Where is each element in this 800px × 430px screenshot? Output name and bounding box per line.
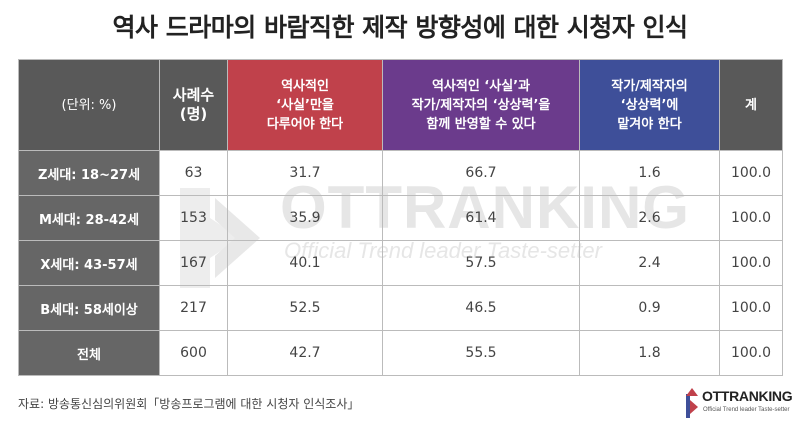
- header-fact-line2: ‘사실’만을: [276, 97, 334, 113]
- row-label: X세대: 43-57세: [18, 240, 160, 286]
- table-row: M세대: 28-42세 153 35.9 61.4 2.6 100.0: [18, 195, 783, 241]
- cell-imagination: 1.6: [579, 150, 720, 196]
- cell-both: 61.4: [382, 195, 580, 241]
- header-imagination: 작가/제작자의 ‘상상력’에 맡겨야 한다: [579, 59, 720, 151]
- table-header-row: (단위: %) 사례수 (명) 역사적인 ‘사실’만을 다루어야 한다 역사적인…: [18, 59, 783, 151]
- cell-total: 100.0: [719, 285, 783, 331]
- header-both-line3: 함께 반영할 수 있다: [426, 116, 536, 132]
- header-fact-line3: 다루어야 한다: [266, 116, 344, 132]
- cell-count: 600: [159, 330, 228, 376]
- header-count-line1: 사례수: [172, 86, 215, 104]
- row-label: B세대: 58세이상: [18, 285, 160, 331]
- cell-fact: 35.9: [227, 195, 383, 241]
- table-row-total: 전체 600 42.7 55.5 1.8 100.0: [18, 330, 783, 376]
- row-label: 전체: [18, 330, 160, 376]
- cell-count: 153: [159, 195, 228, 241]
- row-label: Z세대: 18~27세: [18, 150, 160, 196]
- cell-total: 100.0: [719, 330, 783, 376]
- header-imagination-line3: 맡겨야 한다: [617, 116, 682, 132]
- brand-logo: OTTRANKING Official Trend leader Taste-s…: [684, 384, 794, 424]
- cell-imagination: 2.4: [579, 240, 720, 286]
- header-count: 사례수 (명): [159, 59, 228, 151]
- cell-total: 100.0: [719, 150, 783, 196]
- cell-total: 100.0: [719, 195, 783, 241]
- page-title: 역사 드라마의 바람직한 제작 방향성에 대한 시청자 인식: [112, 13, 688, 42]
- header-imagination-line2: ‘상상력’에: [620, 97, 679, 113]
- table-row: X세대: 43-57세 167 40.1 57.5 2.4 100.0: [18, 240, 783, 286]
- brand-tagline: Official Trend leader Taste-setter: [703, 407, 790, 413]
- header-imagination-line1: 작가/제작자의: [611, 78, 688, 94]
- cell-fact: 42.7: [227, 330, 383, 376]
- cell-count: 63: [159, 150, 228, 196]
- cell-both: 57.5: [382, 240, 580, 286]
- cell-count: 217: [159, 285, 228, 331]
- header-count-line2: (명): [179, 105, 208, 123]
- header-total: 계: [719, 59, 783, 151]
- cell-total: 100.0: [719, 240, 783, 286]
- cell-imagination: 0.9: [579, 285, 720, 331]
- header-fact: 역사적인 ‘사실’만을 다루어야 한다: [227, 59, 383, 151]
- table-row: Z세대: 18~27세 63 31.7 66.7 1.6 100.0: [18, 150, 783, 196]
- row-label: M세대: 28-42세: [18, 195, 160, 241]
- cell-count: 167: [159, 240, 228, 286]
- cell-both: 55.5: [382, 330, 580, 376]
- table-row: B세대: 58세이상 217 52.5 46.5 0.9 100.0: [18, 285, 783, 331]
- header-unit: (단위: %): [18, 59, 160, 151]
- brand-logo-icon: [686, 388, 698, 418]
- cell-imagination: 2.6: [579, 195, 720, 241]
- cell-fact: 31.7: [227, 150, 383, 196]
- source-note: 자료: 방송통신심의위원회「방송프로그램에 대한 시청자 인식조사」: [18, 397, 360, 411]
- cell-both: 46.5: [382, 285, 580, 331]
- header-both-line1: 역사적인 ‘사실’과: [431, 78, 531, 94]
- cell-both: 66.7: [382, 150, 580, 196]
- cell-fact: 52.5: [227, 285, 383, 331]
- survey-table: (단위: %) 사례수 (명) 역사적인 ‘사실’만을 다루어야 한다 역사적인…: [18, 59, 783, 376]
- cell-fact: 40.1: [227, 240, 383, 286]
- header-both-line2: 작가/제작자의 ‘상상력’을: [411, 97, 551, 113]
- brand-name: OTTRANKING: [702, 388, 793, 404]
- cell-imagination: 1.8: [579, 330, 720, 376]
- header-fact-line1: 역사적인: [281, 78, 329, 94]
- header-both: 역사적인 ‘사실’과 작가/제작자의 ‘상상력’을 함께 반영할 수 있다: [382, 59, 580, 151]
